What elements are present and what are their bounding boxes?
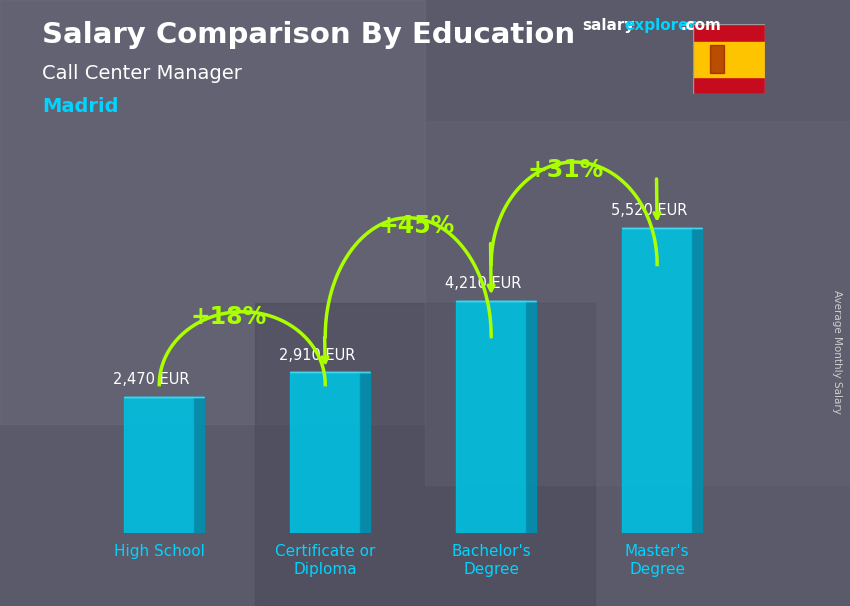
Polygon shape	[692, 228, 702, 533]
Text: +31%: +31%	[528, 158, 604, 182]
Text: 4,210 EUR: 4,210 EUR	[445, 276, 521, 291]
Bar	[291, 373, 360, 533]
Text: Madrid: Madrid	[42, 97, 119, 116]
Text: .com: .com	[680, 18, 721, 33]
Text: salary: salary	[582, 18, 635, 33]
Bar	[693, 42, 765, 76]
Bar	[124, 397, 194, 533]
Polygon shape	[526, 301, 536, 533]
Polygon shape	[360, 373, 370, 533]
Bar	[425, 121, 850, 485]
Text: 2,470 EUR: 2,470 EUR	[113, 372, 190, 387]
Text: Salary Comparison By Education: Salary Comparison By Education	[42, 21, 575, 49]
Bar	[622, 228, 692, 533]
Text: Call Center Manager: Call Center Manager	[42, 64, 242, 82]
Text: explorer: explorer	[625, 18, 697, 33]
Text: Average Monthly Salary: Average Monthly Salary	[832, 290, 842, 413]
Bar	[710, 45, 724, 73]
Bar	[456, 301, 526, 533]
Bar	[0, 0, 425, 424]
Text: 2,910 EUR: 2,910 EUR	[279, 348, 355, 362]
Bar	[255, 303, 595, 606]
Text: +18%: +18%	[191, 305, 267, 329]
Polygon shape	[194, 397, 204, 533]
Text: +45%: +45%	[378, 214, 455, 238]
Text: 5,520 EUR: 5,520 EUR	[610, 204, 687, 218]
